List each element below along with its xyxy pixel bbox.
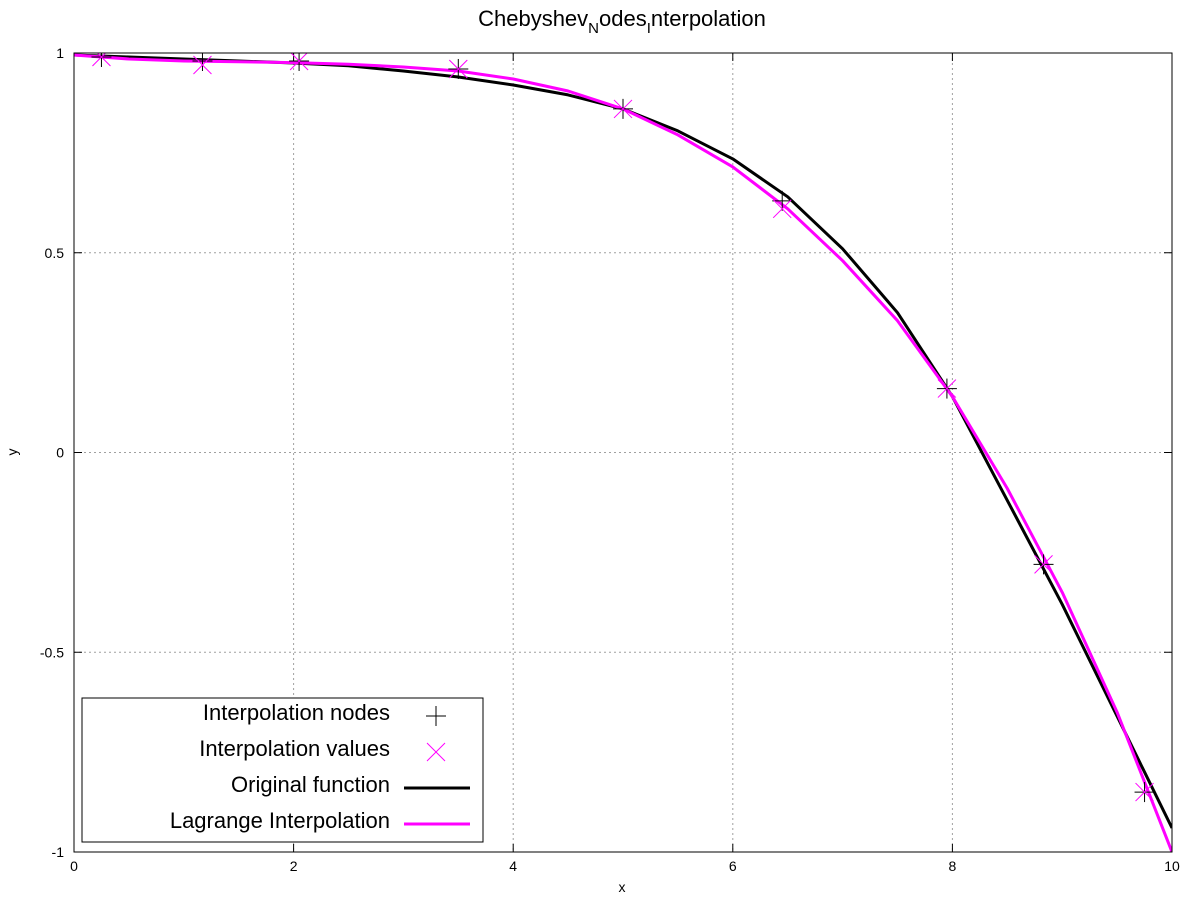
y-tick-label: -1 [52,844,65,860]
value-cross-marker [448,59,468,79]
plot-frame [73,52,1173,853]
value-cross-marker [772,199,792,219]
x-tick-label: 8 [949,858,957,874]
value-cross-marker [1135,782,1154,802]
legend-label-interpolation-values: Interpolation values [199,736,390,761]
value-cross-marker [937,379,957,398]
y-tick-label: -0.5 [40,644,64,660]
legend-cross-marker-icon [426,742,446,762]
x-axis-label: x [619,879,626,895]
value-cross-marker [613,99,633,119]
data-series [74,53,1172,852]
y-tick-label: 0.5 [45,245,65,261]
x-tick-label: 2 [290,858,298,874]
node-plus-marker [192,53,213,71]
legend-box [81,697,484,843]
y-tick-label: 0 [56,445,64,461]
value-cross-marker [1034,555,1053,574]
title-part-5: nterpolation [651,6,766,31]
value-cross-marker [92,53,111,67]
x-tick-label: 6 [729,858,737,874]
y-axis-label: y [4,449,20,456]
node-plus-marker [772,190,793,211]
axis-ticks: 0 2 4 6 8 10 -1 -0.5 0 0.5 1 [40,45,1180,874]
legend: Interpolation nodes Interpolation values… [81,697,484,843]
y-tick-label: 1 [56,45,64,61]
legend-label-lagrange-interpolation: Lagrange Interpolation [170,808,390,833]
value-cross-marker [289,53,309,71]
title-part-1: Chebyshev [478,6,588,31]
title-part-4: I [647,20,651,37]
x-tick-label: 4 [509,858,517,874]
x-tick-label: 0 [70,858,78,874]
series-interpolation-nodes [91,53,1155,803]
x-tick-label: 10 [1164,858,1180,874]
legend-label-interpolation-nodes: Interpolation nodes [203,700,390,725]
series-interpolation-values [92,53,1154,802]
value-cross-marker [193,55,212,75]
chart-title: ChebyshevNodesInterpolation [478,6,766,37]
title-part-3: odes [599,6,647,31]
legend-plus-marker-icon [426,706,446,726]
legend-label-original-function: Original function [231,772,390,797]
title-part-2: N [588,20,599,37]
